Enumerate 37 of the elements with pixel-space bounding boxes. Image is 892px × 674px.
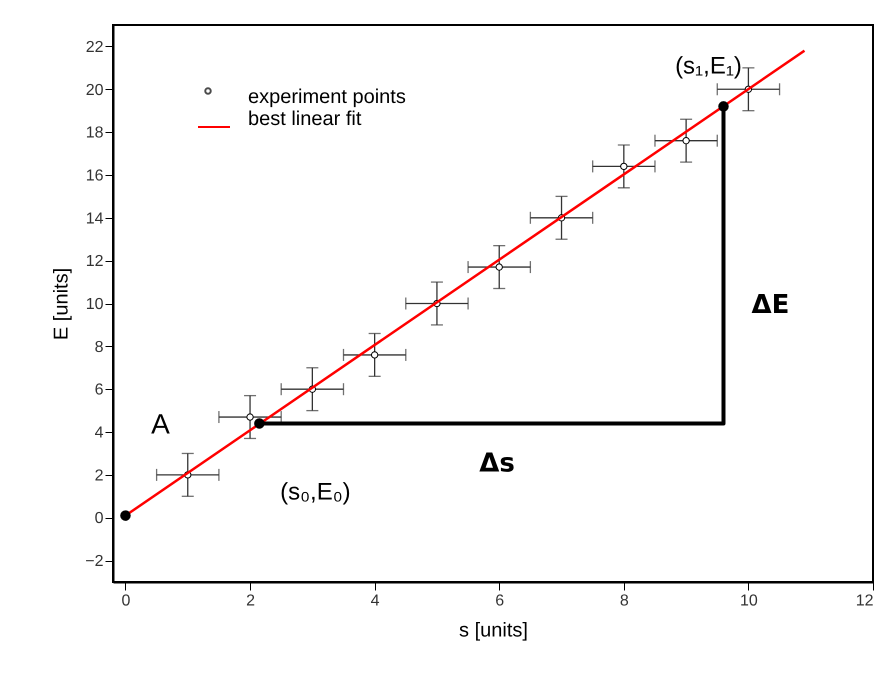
x-tick-label: 8 [620, 592, 629, 610]
point [246, 413, 254, 421]
point [718, 101, 729, 112]
x-tick-label: 4 [370, 592, 380, 610]
y-tick-label: −2 [85, 553, 104, 570]
y-tick-label: 8 [94, 338, 104, 356]
point [370, 351, 378, 359]
y-tick-label: 14 [86, 210, 104, 228]
annotation: (s₀,E₀) [280, 478, 351, 506]
y-tick-label: 12 [86, 253, 104, 270]
point [682, 137, 690, 144]
annotation: Δs [479, 448, 515, 478]
x-tick-label: 6 [495, 592, 504, 610]
legend-label: best linear fit [248, 108, 362, 130]
x-tick-label: 2 [246, 592, 256, 610]
y-tick-label: 16 [86, 167, 104, 184]
legend-label: experiment points [248, 86, 406, 108]
annotation: ΔE [752, 290, 790, 320]
y-axis-title: E [units] [50, 268, 72, 340]
point [496, 263, 503, 271]
y-tick-label: 4 [94, 424, 104, 442]
y-tick-label: 0 [94, 510, 104, 528]
y-tick-label: 22 [86, 38, 104, 56]
annotation: (s₁,E₁) [675, 52, 742, 80]
annotation: A [151, 408, 170, 440]
y-tick-label: 20 [86, 82, 104, 99]
x-tick-label: 12 [856, 592, 874, 610]
y-tick-label: 2 [94, 467, 104, 484]
y-tick-label: 18 [86, 124, 104, 142]
x-tick-label: 0 [122, 592, 131, 610]
y-tick-label: 6 [94, 382, 104, 399]
y-tick-label: 10 [86, 296, 104, 313]
x-axis-title: s [units] [459, 620, 528, 642]
point [120, 510, 131, 521]
point [254, 418, 265, 429]
point [620, 162, 628, 170]
x-tick-label: 10 [740, 592, 758, 610]
